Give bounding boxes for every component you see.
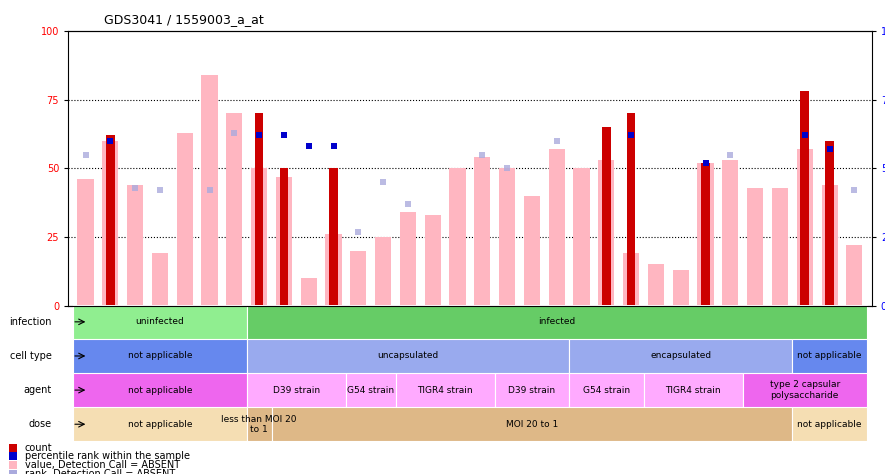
Text: value, Detection Call = ABSENT: value, Detection Call = ABSENT bbox=[25, 460, 180, 470]
Text: not applicable: not applicable bbox=[127, 352, 192, 360]
Bar bbox=[569, 339, 792, 373]
Bar bbox=[846, 245, 862, 306]
Bar bbox=[400, 212, 416, 306]
Bar bbox=[276, 176, 292, 306]
Bar bbox=[648, 264, 664, 306]
Bar bbox=[73, 339, 247, 373]
Text: D39 strain: D39 strain bbox=[508, 386, 556, 394]
Bar bbox=[73, 373, 247, 407]
Text: not applicable: not applicable bbox=[127, 420, 192, 428]
Text: rank, Detection Call = ABSENT: rank, Detection Call = ABSENT bbox=[25, 469, 175, 474]
Bar bbox=[825, 141, 834, 306]
Text: TIGR4 strain: TIGR4 strain bbox=[418, 386, 473, 394]
Bar bbox=[627, 113, 635, 306]
Bar bbox=[792, 339, 866, 373]
Bar bbox=[701, 163, 710, 306]
Bar bbox=[177, 133, 193, 306]
Text: agent: agent bbox=[24, 385, 52, 395]
Bar bbox=[598, 160, 614, 306]
Text: type 2 capsular
polysaccharide: type 2 capsular polysaccharide bbox=[770, 381, 840, 400]
Bar bbox=[549, 149, 565, 306]
Bar bbox=[569, 373, 643, 407]
Bar bbox=[346, 373, 396, 407]
Text: not applicable: not applicable bbox=[127, 386, 192, 394]
Bar bbox=[495, 373, 569, 407]
Bar bbox=[301, 278, 317, 306]
Bar bbox=[280, 168, 289, 306]
Text: uninfected: uninfected bbox=[135, 318, 184, 326]
Bar bbox=[673, 270, 689, 306]
Bar bbox=[425, 215, 441, 306]
Bar bbox=[450, 168, 466, 306]
Bar bbox=[792, 407, 866, 441]
Text: uncapsulated: uncapsulated bbox=[377, 352, 439, 360]
Bar bbox=[152, 254, 168, 306]
Bar bbox=[73, 407, 247, 441]
Bar bbox=[272, 407, 792, 441]
Text: dose: dose bbox=[29, 419, 52, 429]
Bar bbox=[796, 149, 812, 306]
Bar bbox=[255, 113, 264, 306]
Text: count: count bbox=[25, 443, 52, 453]
Bar bbox=[643, 373, 743, 407]
Bar bbox=[73, 305, 247, 339]
Text: MOI 20 to 1: MOI 20 to 1 bbox=[506, 420, 558, 428]
Bar bbox=[326, 234, 342, 306]
Bar bbox=[821, 185, 837, 306]
Bar bbox=[602, 127, 611, 306]
Text: not applicable: not applicable bbox=[797, 352, 862, 360]
Text: cell type: cell type bbox=[11, 351, 52, 361]
Bar bbox=[106, 135, 115, 306]
Bar bbox=[573, 168, 589, 306]
Bar bbox=[623, 254, 639, 306]
Text: G54 strain: G54 strain bbox=[583, 386, 630, 394]
Text: G54 strain: G54 strain bbox=[347, 386, 395, 394]
Text: infection: infection bbox=[10, 317, 52, 327]
Bar bbox=[375, 237, 391, 306]
Text: TIGR4 strain: TIGR4 strain bbox=[666, 386, 721, 394]
Bar bbox=[247, 407, 272, 441]
Bar bbox=[247, 339, 569, 373]
Bar bbox=[202, 75, 218, 306]
Text: infected: infected bbox=[538, 318, 575, 326]
Bar bbox=[227, 113, 242, 306]
Text: D39 strain: D39 strain bbox=[273, 386, 319, 394]
Bar bbox=[747, 188, 763, 306]
Bar bbox=[396, 373, 495, 407]
Text: GDS3041 / 1559003_a_at: GDS3041 / 1559003_a_at bbox=[104, 13, 264, 26]
Bar bbox=[247, 373, 346, 407]
Bar bbox=[78, 179, 94, 306]
Bar bbox=[350, 251, 366, 306]
Bar bbox=[127, 185, 143, 306]
Bar bbox=[474, 157, 490, 306]
Text: encapsulated: encapsulated bbox=[650, 352, 712, 360]
Text: percentile rank within the sample: percentile rank within the sample bbox=[25, 451, 189, 461]
Text: less than MOI 20
to 1: less than MOI 20 to 1 bbox=[221, 415, 296, 434]
Bar bbox=[800, 91, 809, 306]
Bar bbox=[743, 373, 866, 407]
Bar bbox=[329, 168, 338, 306]
Bar bbox=[697, 163, 713, 306]
Bar bbox=[251, 168, 267, 306]
Bar bbox=[722, 160, 738, 306]
Bar bbox=[247, 305, 866, 339]
Bar bbox=[499, 168, 515, 306]
Bar bbox=[103, 141, 119, 306]
Bar bbox=[524, 196, 540, 306]
Text: not applicable: not applicable bbox=[797, 420, 862, 428]
Bar bbox=[772, 188, 788, 306]
